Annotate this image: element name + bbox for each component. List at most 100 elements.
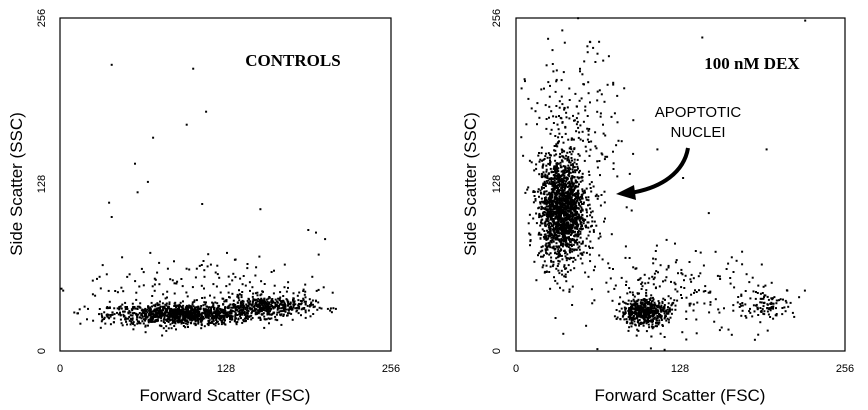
scatter-point [558, 226, 561, 229]
scatter-point [283, 305, 286, 308]
scatter-point [139, 322, 142, 325]
scatter-point [130, 321, 133, 324]
controls-x-tick-0: 0 [57, 363, 63, 375]
scatter-point [528, 213, 531, 216]
scatter-point [658, 319, 661, 322]
scatter-point [240, 296, 243, 299]
scatter-point [264, 304, 267, 307]
scatter-point [218, 310, 221, 313]
scatter-point [589, 207, 592, 210]
dex-y-tick-0: 0 [491, 348, 503, 354]
scatter-point [562, 218, 565, 221]
scatter-point [179, 301, 182, 304]
scatter-point [574, 195, 577, 198]
scatter-point [167, 305, 170, 308]
scatter-point [556, 212, 559, 215]
scatter-point [636, 316, 639, 319]
scatter-point [632, 317, 635, 320]
scatter-point [265, 318, 268, 321]
scatter-point [565, 206, 568, 209]
scatter-point [128, 316, 131, 318]
scatter-point [580, 197, 583, 200]
scatter-point [556, 202, 558, 205]
scatter-point [199, 317, 202, 320]
scatter-point [556, 145, 559, 148]
scatter-point [554, 279, 557, 282]
scatter-point [547, 162, 550, 165]
scatter-point [760, 263, 763, 266]
scatter-point [578, 183, 580, 186]
scatter-point [562, 181, 565, 184]
scatter-point [181, 321, 184, 324]
scatter-point [99, 326, 102, 329]
scatter-point [566, 204, 569, 207]
scatter-point [556, 177, 559, 180]
scatter-point [543, 158, 546, 160]
scatter-point [655, 244, 658, 247]
scatter-point [280, 300, 282, 303]
scatter-point [551, 265, 554, 268]
scatter-point [158, 261, 161, 264]
scatter-point [558, 234, 561, 237]
scatter-point [192, 67, 195, 70]
scatter-point [579, 205, 582, 208]
scatter-point [751, 315, 754, 318]
scatter-point [564, 275, 567, 278]
scatter-point [247, 310, 250, 313]
scatter-point [570, 205, 573, 208]
scatter-point [146, 180, 149, 183]
scatter-point [631, 306, 634, 309]
scatter-point [549, 159, 551, 162]
scatter-point [763, 313, 766, 316]
scatter-point [135, 298, 138, 301]
scatter-point [169, 315, 172, 318]
scatter-point [581, 179, 584, 182]
scatter-point [561, 222, 564, 225]
scatter-point [763, 310, 766, 313]
scatter-point [767, 298, 770, 301]
scatter-point [218, 276, 221, 279]
scatter-point [680, 272, 683, 275]
scatter-point [660, 306, 663, 309]
scatter-point [153, 277, 156, 280]
scatter-point [563, 107, 566, 110]
scatter-point [566, 193, 569, 196]
scatter-point [569, 210, 572, 213]
scatter-point [554, 206, 557, 209]
scatter-point [178, 306, 180, 309]
scatter-point [551, 225, 554, 227]
scatter-point [692, 277, 695, 280]
scatter-point [555, 78, 558, 81]
scatter-point [286, 314, 288, 317]
scatter-point [551, 184, 554, 187]
scatter-point [558, 202, 561, 205]
scatter-point [232, 272, 235, 275]
scatter-point [580, 221, 583, 224]
scatter-point [278, 297, 281, 300]
scatter-point [233, 319, 236, 322]
scatter-point [226, 316, 229, 319]
scatter-point [563, 179, 565, 182]
scatter-point [596, 160, 599, 163]
scatter-point [216, 307, 219, 309]
scatter-point [125, 320, 128, 323]
scatter-point [539, 250, 542, 253]
scatter-point [294, 303, 297, 306]
scatter-point [543, 193, 546, 196]
scatter-point [552, 227, 555, 229]
scatter-point [249, 307, 252, 310]
scatter-point [585, 211, 588, 214]
scatter-point [624, 312, 627, 314]
scatter-point [612, 81, 615, 84]
scatter-point [546, 217, 549, 220]
scatter-point [619, 296, 622, 299]
scatter-point [583, 201, 585, 204]
scatter-point [562, 234, 564, 237]
dex-plot-frame [515, 17, 846, 352]
scatter-point [134, 307, 137, 310]
scatter-point [122, 313, 125, 316]
scatter-point [707, 212, 710, 215]
scatter-point [602, 123, 604, 126]
scatter-point [655, 270, 658, 273]
scatter-point [732, 271, 735, 273]
